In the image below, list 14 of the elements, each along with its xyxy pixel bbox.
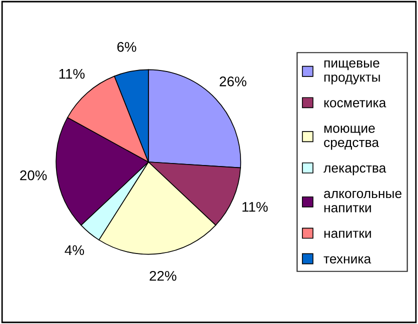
legend-label: лекарства [324,165,386,176]
data-label: 26% [220,76,246,86]
data-label: 22% [150,270,176,281]
legend-label: напитки [324,230,371,238]
legend-label: техника [324,256,372,264]
legend-label: моющие средства [324,126,380,150]
data-label: 20% [20,170,47,180]
data-label: 6% [117,42,136,52]
data-label: 4% [64,245,84,256]
legend-label: косметика [324,100,386,108]
data-label: 11% [59,68,85,79]
legend-label: алкогольные напитки [324,190,402,212]
data-label: 11% [242,202,268,212]
legend-label: пищевые продукты [324,60,380,84]
